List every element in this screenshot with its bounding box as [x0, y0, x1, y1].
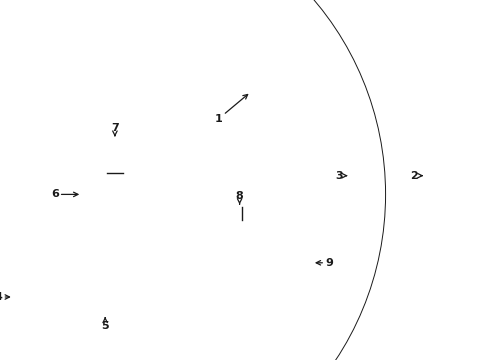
- Text: 8: 8: [235, 191, 243, 204]
- Text: 3: 3: [335, 171, 346, 181]
- Bar: [8, 248, 169, 350]
- Text: 1: 1: [214, 94, 247, 124]
- Bar: [242, 8, 483, 195]
- Text: 9: 9: [316, 258, 332, 268]
- FancyBboxPatch shape: [120, 0, 488, 359]
- Text: 5: 5: [101, 318, 109, 331]
- Text: 7: 7: [111, 123, 119, 136]
- Text: 6: 6: [51, 189, 78, 199]
- Text: 4: 4: [0, 292, 9, 302]
- Text: 2: 2: [409, 171, 421, 181]
